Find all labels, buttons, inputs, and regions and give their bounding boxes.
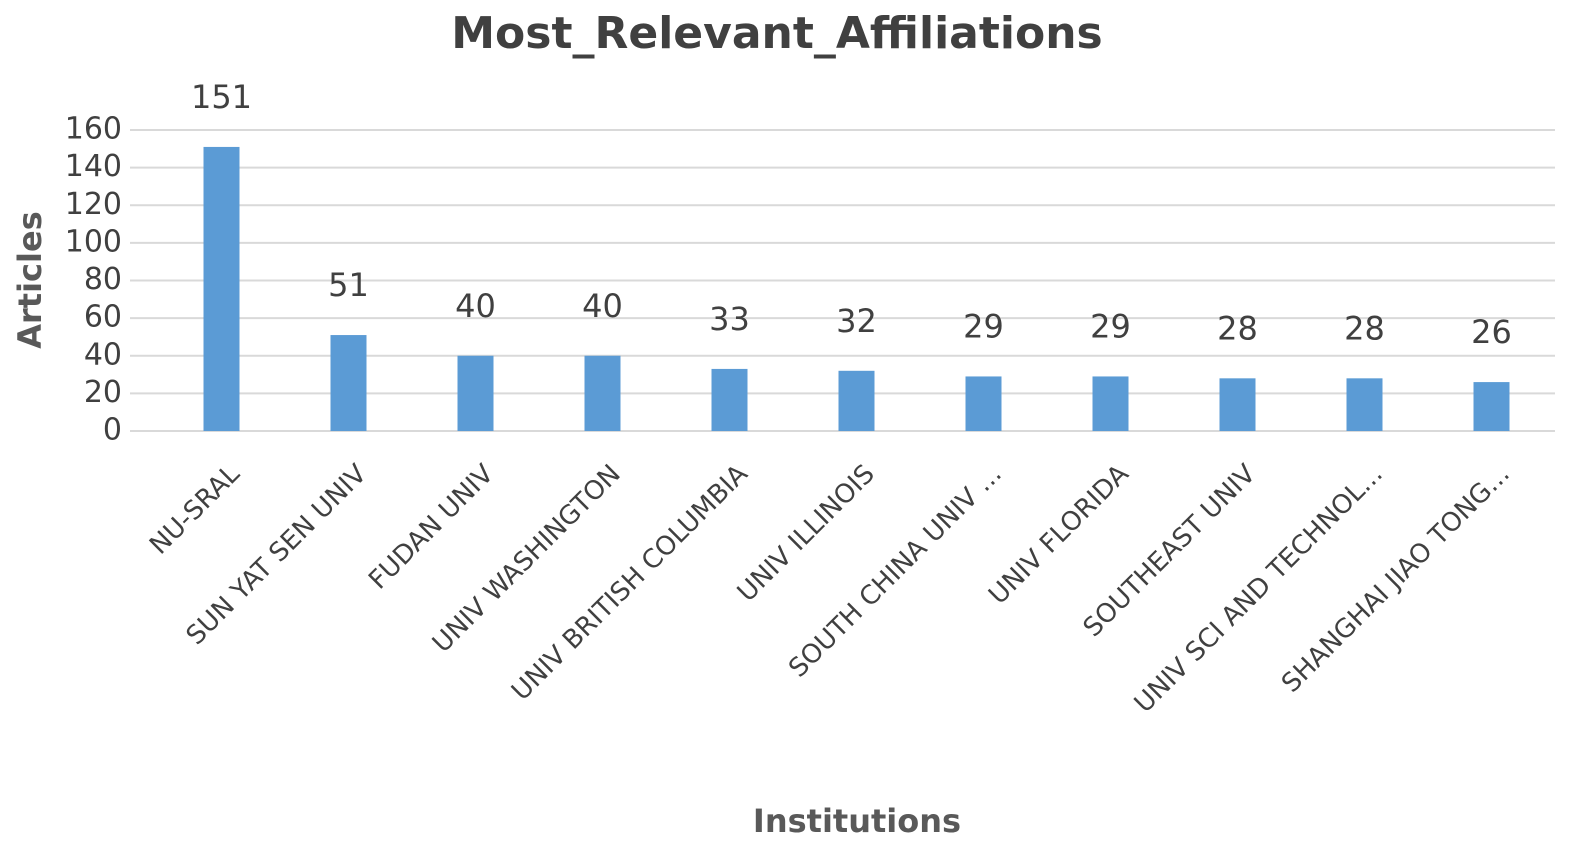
bar — [330, 335, 367, 431]
x-tick-label: UNIV BRITISH COLUMBIA — [506, 459, 754, 707]
bar — [965, 376, 1002, 431]
bar — [1473, 382, 1510, 431]
y-tick-label: 60 — [84, 300, 122, 335]
value-label: 33 — [709, 300, 750, 338]
y-tick-label: 80 — [84, 262, 122, 297]
y-axis-title: Articles — [11, 211, 49, 349]
y-tick-label: 120 — [65, 187, 122, 222]
value-label: 29 — [963, 307, 1004, 345]
y-tick-label: 20 — [84, 375, 122, 410]
y-tick-label: 0 — [103, 413, 122, 448]
value-label: 28 — [1217, 309, 1258, 347]
value-label: 40 — [455, 287, 496, 325]
x-tick-label: UNIV ILLINOIS — [732, 459, 881, 608]
x-tick-label: NU-SRAL — [144, 459, 246, 561]
value-label: 51 — [328, 266, 369, 304]
bar — [1219, 378, 1256, 431]
value-label: 32 — [836, 302, 877, 340]
x-tick-label: SOUTH CHINA UNIV ... — [783, 459, 1008, 684]
x-tick-label: SHANGHAI JIAO TONG... — [1276, 459, 1516, 699]
bar — [584, 355, 621, 431]
bar — [457, 355, 494, 431]
y-tick-label: 40 — [84, 337, 122, 372]
bar — [203, 146, 240, 431]
bar — [838, 370, 875, 431]
x-axis-title: Institutions — [753, 802, 961, 840]
y-tick-label: 140 — [65, 149, 122, 184]
x-tick-label: UNIV SCI AND TECHNOL... — [1129, 459, 1389, 719]
x-tick-label: FUDAN UNIV — [363, 459, 500, 596]
value-label: 28 — [1344, 309, 1385, 347]
value-label: 40 — [582, 287, 623, 325]
bar — [711, 368, 748, 431]
bar — [1346, 378, 1383, 431]
value-label: 26 — [1471, 313, 1512, 351]
value-label: 151 — [191, 78, 252, 116]
bar — [1092, 376, 1129, 431]
y-tick-label: 100 — [65, 224, 122, 259]
value-label: 29 — [1090, 307, 1131, 345]
y-tick-label: 160 — [65, 112, 122, 147]
chart-title: Most_Relevant_Affiliations — [451, 8, 1102, 59]
